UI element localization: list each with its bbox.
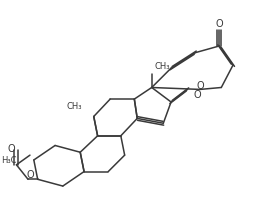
Text: O: O [8, 144, 15, 154]
Text: H₃C: H₃C [1, 156, 16, 165]
Text: O: O [196, 80, 204, 90]
Text: O: O [26, 170, 34, 180]
Text: CH₃: CH₃ [67, 102, 82, 111]
Text: O: O [215, 19, 223, 29]
Text: CH₃: CH₃ [155, 61, 170, 70]
Text: O: O [193, 90, 201, 100]
